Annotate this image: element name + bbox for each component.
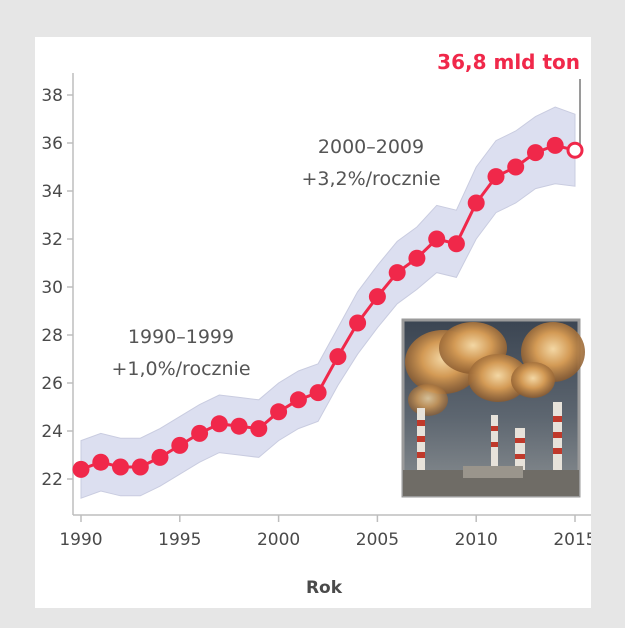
data-point (72, 460, 90, 478)
y-ticks: 22 24 26 28 30 32 34 36 38 (41, 86, 73, 490)
data-point (151, 448, 169, 466)
data-point (210, 415, 228, 433)
data-point (349, 314, 367, 332)
data-point (507, 158, 525, 176)
emissions-line-chart: 22 24 26 28 30 32 34 36 38 1990 1995 2000 2005 2010 2… (41, 50, 591, 598)
annotation-1990s-rate: +1,0%/rocznie (111, 358, 250, 380)
data-point (250, 420, 268, 438)
y-tick-label: 24 (41, 422, 63, 442)
confidence-band (80, 106, 576, 499)
data-point (527, 144, 544, 162)
callout-label: 36,8 mld ton (437, 50, 580, 74)
smokestacks-photo (401, 318, 585, 498)
y-tick-label: 32 (41, 230, 63, 250)
data-point (368, 288, 386, 306)
chart-card: 22 24 26 28 30 32 34 36 38 1990 1995 2000 2005 2010 2… (35, 37, 591, 608)
data-point (270, 403, 288, 421)
y-tick-label: 26 (41, 374, 63, 394)
confidence-band-area (80, 106, 576, 499)
x-tick-label: 2015 (553, 530, 591, 550)
data-point (230, 417, 248, 435)
data-point (546, 136, 564, 154)
y-tick-label: 28 (41, 326, 63, 346)
series-points (72, 136, 584, 478)
x-tick-label: 1995 (158, 530, 201, 550)
y-tick-label: 38 (41, 86, 63, 106)
y-tick-label: 22 (41, 470, 63, 490)
data-point (428, 230, 446, 248)
y-tick-label: 30 (41, 278, 63, 298)
data-point-final (566, 141, 584, 159)
data-point (131, 458, 149, 476)
data-point (388, 264, 406, 282)
data-point (329, 348, 347, 366)
annotation-2000s-rate: +3,2%/rocznie (301, 168, 440, 190)
data-point (447, 235, 465, 253)
data-point (92, 453, 110, 471)
x-tick-label: 2010 (455, 530, 498, 550)
data-point (487, 168, 505, 186)
y-tick-label: 36 (41, 134, 63, 154)
annotation-1990s-period: 1990–1999 (128, 326, 234, 348)
axes (72, 73, 591, 516)
data-point (309, 384, 327, 402)
annotation-2000s-period: 2000–2009 (318, 136, 424, 158)
data-point (112, 458, 129, 476)
data-point (191, 424, 209, 442)
x-tick-label: 2005 (356, 530, 399, 550)
x-tick-label: 1990 (59, 530, 102, 550)
data-point (171, 436, 189, 454)
data-point (408, 249, 426, 267)
x-ticks: 1990 1995 2000 2005 2010 2015 (59, 515, 591, 550)
x-axis-label: Rok (306, 578, 343, 598)
y-tick-label: 34 (41, 182, 63, 202)
data-point (467, 194, 485, 212)
x-tick-label: 2000 (257, 530, 300, 550)
data-point (289, 391, 307, 409)
